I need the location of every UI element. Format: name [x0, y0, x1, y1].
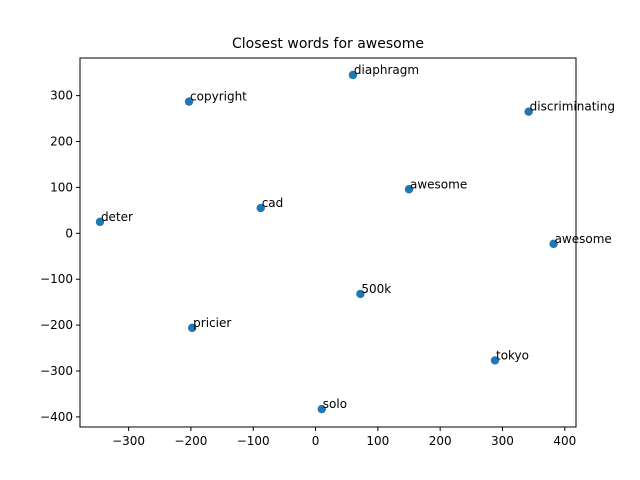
data-point-label: awesome	[555, 232, 612, 246]
data-point-label: awesome	[410, 177, 467, 191]
data-point	[356, 289, 365, 299]
x-tick-label: −200	[174, 434, 207, 448]
data-point-label: deter	[101, 210, 133, 224]
x-tick-label: −100	[237, 434, 270, 448]
data-point	[524, 107, 533, 116]
y-tick-label: 100	[50, 180, 73, 194]
data-point	[256, 203, 265, 213]
y-tick-label: 0	[65, 226, 73, 240]
axes-frame	[79, 57, 577, 428]
data-point-label: copyright	[190, 90, 247, 104]
x-tick-label: −300	[112, 434, 145, 448]
plot-area: diaphragm copyright discriminating awesome c…	[40, 57, 615, 448]
y-tick-label: 200	[50, 135, 73, 149]
y-tick-label: −400	[40, 410, 73, 424]
x-tick-label: 300	[491, 434, 514, 448]
data-point-label: discriminating	[530, 100, 615, 114]
data-point	[317, 404, 326, 414]
data-point	[549, 239, 558, 249]
data-point	[187, 323, 197, 333]
data-point-label: tokyo	[496, 348, 529, 362]
data-point	[490, 356, 500, 365]
x-tick-label: 0	[312, 434, 320, 448]
data-point	[404, 185, 414, 194]
data-point	[348, 70, 358, 80]
data-point-label: 500k	[361, 282, 391, 296]
data-point-label: cad	[262, 196, 284, 210]
x-tick-label: 100	[366, 434, 389, 448]
data-point	[95, 217, 105, 227]
data-point	[184, 97, 194, 106]
data-point-label: diaphragm	[354, 63, 419, 77]
y-tick-label: 300	[50, 89, 73, 103]
chart-title: Closest words for awesome	[232, 36, 424, 52]
y-tick-label: −200	[40, 318, 73, 332]
x-tick-label: 200	[429, 434, 452, 448]
y-tick-label: −100	[40, 272, 73, 286]
y-tick-label: −300	[40, 364, 73, 378]
data-point-label: solo	[323, 397, 347, 411]
x-tick-label: 400	[553, 434, 576, 448]
data-point-label: pricier	[193, 316, 231, 330]
